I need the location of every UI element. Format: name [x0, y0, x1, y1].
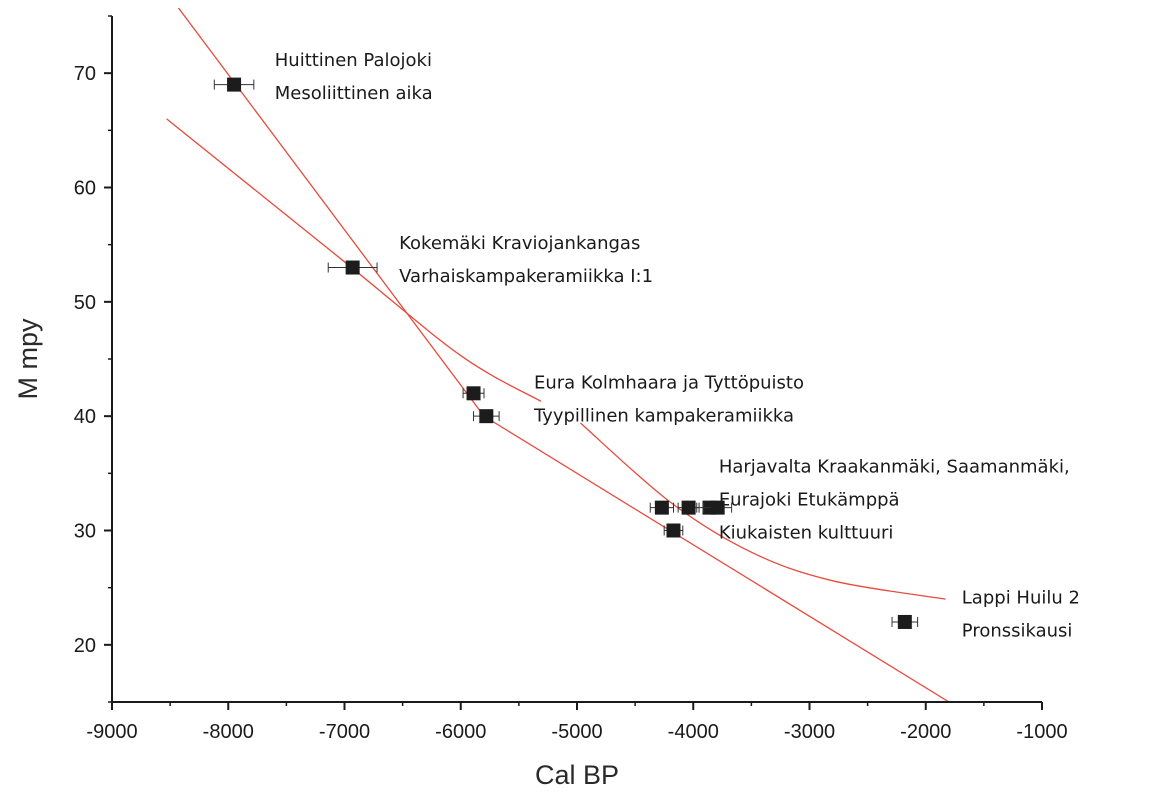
data-point: [227, 77, 242, 92]
y-tick-label: 30: [74, 521, 96, 543]
data-point: [897, 614, 912, 629]
annotation-label: Kokemäki Kraviojankangas: [399, 233, 640, 254]
annotation-label: Eurajoki Etukämppä: [719, 490, 900, 511]
x-tick-label: -6000: [435, 721, 486, 743]
annotation-label: Mesoliittinen aika: [275, 83, 433, 104]
x-tick-label: -7000: [319, 721, 370, 743]
data-point: [654, 500, 669, 515]
annotation-label: Tyypillinen kampakeramiikka: [533, 406, 794, 427]
annotation-label: Pronssikausi: [962, 620, 1073, 641]
x-tick-label: -5000: [551, 721, 602, 743]
y-tick-label: 50: [74, 292, 96, 314]
y-axis-title: M mpy: [13, 318, 43, 400]
y-tick-label: 40: [74, 406, 96, 428]
fit-line-3: [580, 422, 946, 600]
x-tick-label: -3000: [784, 721, 835, 743]
annotation-label: Varhaiskampakeramiikka I:1: [399, 266, 653, 287]
data-point: [466, 386, 481, 401]
x-tick-label: -1000: [1016, 721, 1067, 743]
annotation-label: Kiukaisten kulttuuri: [719, 523, 894, 544]
fit-line-2: [166, 118, 542, 402]
x-axis-title: Cal BP: [535, 760, 619, 790]
data-point: [345, 260, 360, 275]
x-tick-label: -4000: [668, 721, 719, 743]
y-tick-label: 70: [74, 63, 96, 85]
data-point: [710, 500, 725, 515]
data-point: [681, 500, 696, 515]
annotation-label: Eura Kolmhaara ja Tyttöpuisto: [534, 373, 804, 394]
fit-line-1: [177, 8, 950, 702]
x-tick-label: -9000: [86, 721, 137, 743]
annotation-label: Harjavalta Kraakanmäki, Saamanmäki,: [719, 457, 1070, 478]
x-tick-label: -2000: [900, 721, 951, 743]
data-point: [479, 409, 494, 424]
y-tick-label: 60: [74, 178, 96, 200]
annotation-label: Lappi Huilu 2: [962, 587, 1080, 608]
annotation-label: Huittinen Palojoki: [275, 50, 432, 71]
data-point: [666, 523, 681, 538]
y-tick-label: 20: [74, 635, 96, 657]
x-tick-label: -8000: [203, 721, 254, 743]
